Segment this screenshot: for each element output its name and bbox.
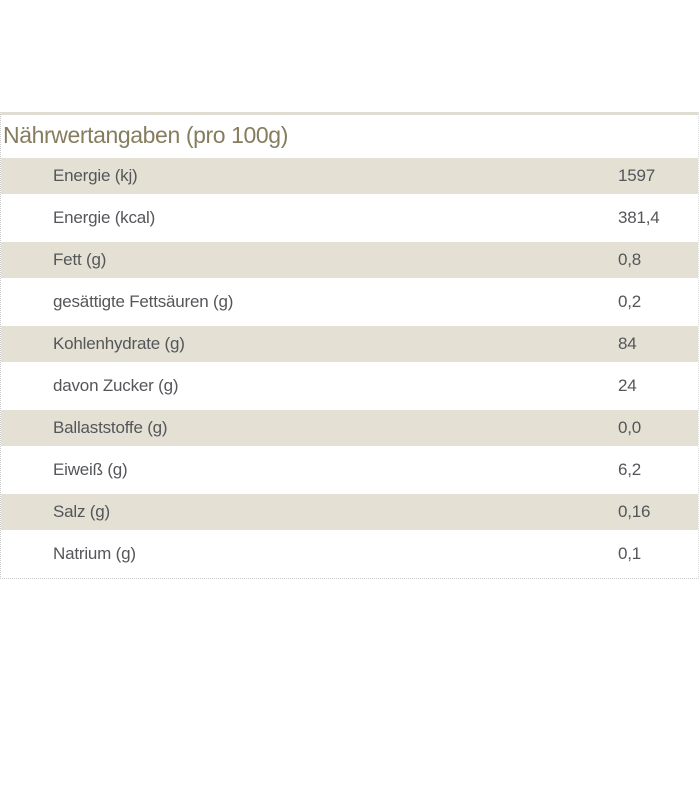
nutrient-value: 84: [618, 334, 637, 353]
nutrient-value: 0,0: [618, 418, 642, 437]
nutrient-label: Energie (kj): [53, 166, 138, 185]
nutrient-value: 24: [618, 376, 637, 395]
nutrient-label: Salz (g): [53, 502, 110, 521]
nutrient-label: Kohlenhydrate (g): [53, 334, 185, 353]
nutrient-value: 0,16: [618, 502, 651, 521]
table-row: Eiweiß (g) 6,2: [1, 452, 698, 488]
table-row: Fett (g) 0,8: [1, 242, 698, 278]
table-row: Natrium (g) 0,1: [1, 536, 698, 572]
nutrient-label: Natrium (g): [53, 544, 136, 563]
nutrient-label: davon Zucker (g): [53, 376, 179, 395]
table-row: gesättigte Fettsäuren (g) 0,2: [1, 284, 698, 320]
nutrition-facts-panel: Nährwertangaben (pro 100g) Energie (kj) …: [0, 112, 699, 579]
nutrient-value: 1597: [618, 166, 656, 185]
nutrient-value: 381,4: [618, 208, 660, 227]
nutrient-label: Eiweiß (g): [53, 460, 128, 479]
nutrient-label: Ballaststoffe (g): [53, 418, 168, 437]
nutrition-table: Energie (kj) 1597 Energie (kcal) 381,4 F…: [1, 158, 698, 572]
table-row: Ballaststoffe (g) 0,0: [1, 410, 698, 446]
table-row: Energie (kcal) 381,4: [1, 200, 698, 236]
table-row: Salz (g) 0,16: [1, 494, 698, 530]
nutrient-label: gesättigte Fettsäuren (g): [53, 292, 234, 311]
nutrient-value: 6,2: [618, 460, 642, 479]
nutrient-value: 0,1: [618, 544, 642, 563]
nutrition-facts-title: Nährwertangaben (pro 100g): [3, 122, 288, 148]
table-row: Kohlenhydrate (g) 84: [1, 326, 698, 362]
nutrient-label: Fett (g): [53, 250, 107, 269]
nutrient-label: Energie (kcal): [53, 208, 156, 227]
table-row: Energie (kj) 1597: [1, 158, 698, 194]
nutrient-value: 0,2: [618, 292, 642, 311]
table-row: davon Zucker (g) 24: [1, 368, 698, 404]
nutrient-value: 0,8: [618, 250, 642, 269]
